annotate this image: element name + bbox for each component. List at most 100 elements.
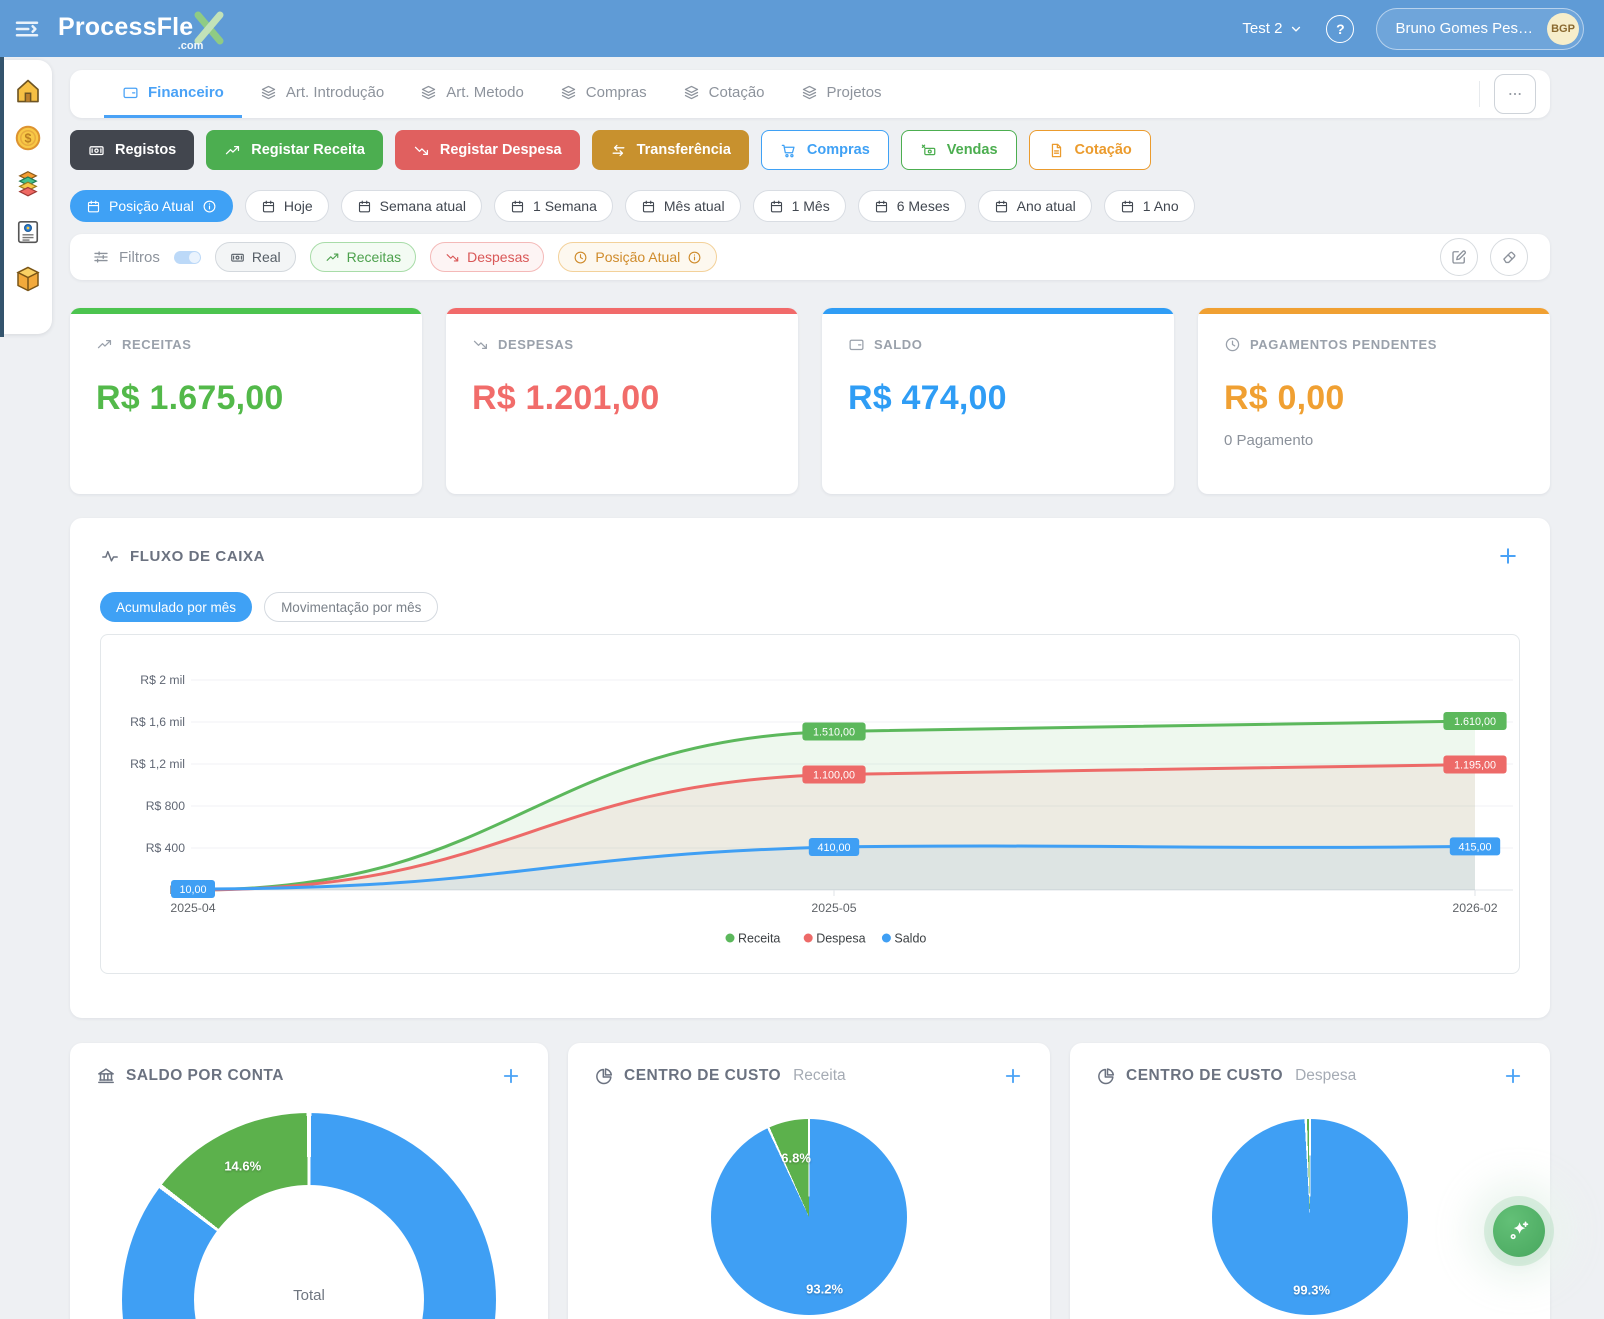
period-chip-6-meses[interactable]: 6 Meses [857, 190, 966, 222]
button-transfer-ncia[interactable]: Transferência [591, 130, 749, 170]
plus-icon [1005, 1068, 1021, 1084]
user-name: Bruno Gomes Pes… [1395, 20, 1533, 37]
panel-add-button[interactable] [1002, 1065, 1024, 1087]
cashflow-view-movement[interactable]: Movimentação por mês [264, 592, 439, 622]
svg-text:R$ 800: R$ 800 [146, 799, 186, 813]
workspace-selector[interactable]: Test 2 [1242, 20, 1304, 37]
svg-text:R$ 400: R$ 400 [146, 841, 186, 855]
svg-text:R$ 2 mil: R$ 2 mil [140, 673, 185, 687]
sidebar-item-layers-stack[interactable] [13, 170, 43, 200]
sparkle-icon [1510, 1221, 1529, 1240]
button-vendas[interactable]: Vendas [900, 130, 1017, 170]
tab-projetos[interactable]: Projetos [783, 70, 900, 118]
layers-stack-icon [18, 171, 38, 197]
period-chip-1-ano[interactable]: 1 Ano [1103, 190, 1195, 222]
period-chip-ano-atual[interactable]: Ano atual [977, 190, 1092, 222]
filter-chip-posi-o-atual[interactable]: Posição Atual [558, 242, 718, 272]
user-menu[interactable]: Bruno Gomes Pes… BGP [1376, 7, 1584, 50]
main-content: Financeiro Art. Introdução Art. Metodo Comp… [70, 57, 1550, 1319]
more-tabs-button[interactable] [1494, 74, 1536, 114]
svg-text:410,00: 410,00 [817, 842, 850, 854]
donut-hole: Total [193, 1184, 425, 1319]
filter-chip-despesas[interactable]: Despesas [430, 242, 545, 272]
period-chip-1-semana[interactable]: 1 Semana [494, 190, 613, 222]
button-cota-o[interactable]: Cotação [1028, 130, 1151, 170]
svg-text:Despesa: Despesa [816, 932, 865, 946]
ai-assistant-fab[interactable] [1493, 1205, 1545, 1257]
panel-title: CENTRO DE CUSTO [624, 1067, 782, 1084]
coin-icon: $ [15, 125, 41, 151]
cashflow-panel: FLUXO DE CAIXA Acumulado por mês Moviment… [70, 518, 1550, 1018]
collapsed-nav-strip [0, 57, 4, 337]
panel-centro-de-custo-receita: CENTRO DE CUSTO Receita 93.2% 6.8% [568, 1043, 1050, 1319]
sidebar-item-home[interactable] [13, 76, 43, 106]
layers-icon [802, 85, 816, 100]
panel-subtitle: Receita [793, 1067, 846, 1084]
period-chip-semana-atual[interactable]: Semana atual [340, 190, 483, 222]
period-chip-posi-o-atual[interactable]: Posição Atual [70, 190, 233, 222]
tab-art-introdu-o[interactable]: Art. Introdução [242, 70, 402, 118]
filter-chip-real[interactable]: Real [214, 242, 296, 272]
cashflow-view-accumulated[interactable]: Acumulado por mês [100, 592, 253, 622]
period-chip-hoje[interactable]: Hoje [244, 190, 329, 222]
chevdown-icon [1292, 26, 1301, 32]
transfer-icon [612, 144, 625, 156]
module-tabbar: Financeiro Art. Introdução Art. Metodo Comp… [70, 70, 1550, 118]
tab-compras[interactable]: Compras [542, 70, 665, 118]
tab-art-metodo[interactable]: Art. Metodo [402, 70, 542, 118]
trendup-icon [226, 145, 240, 154]
info-icon [688, 251, 701, 263]
clock-icon [1225, 337, 1240, 352]
filters-toggle-group[interactable]: Filtros [92, 248, 160, 266]
bottom-panels-row: SALDO POR CONTA 14.6% Total CENTRO DE CU… [70, 1043, 1550, 1319]
svg-text:1.610,00: 1.610,00 [1454, 716, 1496, 728]
action-buttons-row: Registos Registar Receita Registar Despesa… [70, 130, 1550, 170]
card-value: R$ 1.201,00 [472, 379, 660, 417]
button-registos[interactable]: Registos [70, 130, 195, 170]
banknote-icon [89, 145, 104, 155]
sidebar-item-certificate[interactable] [13, 217, 43, 247]
bank-icon [98, 1068, 114, 1084]
svg-text:Receita: Receita [738, 932, 780, 946]
button-registar-despesa[interactable]: Registar Despesa [394, 130, 580, 170]
period-chip-m-s-atual[interactable]: Mês atual [624, 190, 741, 222]
plus-icon [1505, 1068, 1521, 1084]
tab-financeiro[interactable]: Financeiro [104, 70, 242, 118]
workspace-label: Test 2 [1242, 20, 1283, 37]
help-button[interactable]: ? [1326, 14, 1355, 43]
tab-cota-o[interactable]: Cotação [665, 70, 783, 118]
doc-icon [1051, 143, 1061, 157]
edit-button[interactable] [1440, 238, 1478, 276]
panel-title: CENTRO DE CUSTO [1126, 1067, 1284, 1084]
sliders-icon [94, 251, 108, 263]
filter-chip-receitas[interactable]: Receitas [309, 242, 417, 272]
trenddown-icon [473, 340, 488, 350]
trendup-icon [326, 253, 338, 261]
cashflow-add-button[interactable] [1496, 544, 1520, 568]
summary-card-receitas: RECEITAS R$ 1.675,00 [70, 308, 422, 494]
layers-icon [422, 85, 436, 100]
pie-slice-label: 14.6% [224, 1158, 262, 1174]
calendar-icon [1121, 200, 1133, 212]
calendar-icon [358, 200, 370, 212]
eraser-button[interactable] [1490, 238, 1528, 276]
brand-x-mark [191, 7, 227, 52]
layers-icon [561, 85, 575, 100]
panel-add-button[interactable] [1502, 1065, 1524, 1087]
brand-suffix: .com [177, 40, 204, 52]
cashflow-line-chart: R$ 2 mil R$ 1,6 mil R$ 1,2 mil R$ 800 R$ 400… [130, 673, 1513, 946]
plus-icon [503, 1068, 519, 1084]
pie-chart: 93.2% 6.8% [711, 1119, 907, 1315]
panel-add-button[interactable] [500, 1065, 522, 1087]
filters-switch[interactable] [173, 250, 201, 264]
period-chip-1-m-s[interactable]: 1 Mês [752, 190, 846, 222]
summary-cards-row: RECEITAS R$ 1.675,00 DESPESAS R$ 1.201,0… [70, 308, 1550, 494]
avatar: BGP [1547, 12, 1579, 45]
button-compras[interactable]: Compras [760, 130, 889, 170]
brand-logo[interactable]: ProcessFle .com [58, 5, 227, 52]
button-registar-receita[interactable]: Registar Receita [206, 130, 383, 170]
sidebar-item-coin[interactable]: $ [13, 123, 43, 153]
sidebar-item-package[interactable] [13, 264, 43, 294]
cart-icon [781, 144, 795, 157]
menu-button[interactable] [12, 14, 42, 44]
